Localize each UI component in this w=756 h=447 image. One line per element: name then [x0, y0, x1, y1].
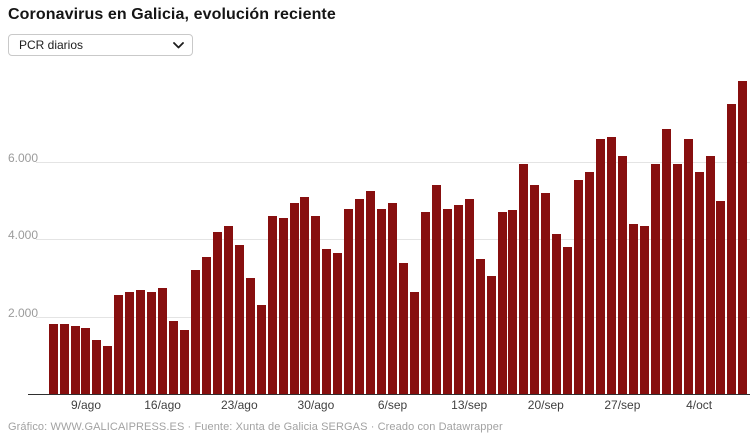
bar-23/ago[interactable]: [234, 245, 244, 394]
bar-26/ago[interactable]: [267, 216, 277, 394]
bar-17/sep[interactable]: [508, 210, 518, 394]
bar-11/sep[interactable]: [442, 208, 452, 394]
bar-17/ago[interactable]: [169, 320, 179, 394]
bar-14/sep[interactable]: [475, 258, 485, 394]
bar-6/sep[interactable]: [388, 202, 398, 394]
metric-select[interactable]: PCR diarios: [8, 34, 193, 56]
bar-5/sep[interactable]: [377, 208, 387, 394]
x-axis-tick-label: 27/sep: [604, 398, 641, 412]
bar-24/sep[interactable]: [585, 171, 595, 394]
bar-28/ago[interactable]: [289, 202, 299, 394]
bar-6/ago[interactable]: [48, 324, 58, 394]
bar-11/ago[interactable]: [103, 345, 113, 394]
x-axis-tick-label: 16/ago: [144, 398, 181, 412]
bar-1/sep[interactable]: [333, 252, 343, 394]
bar-19/ago[interactable]: [190, 270, 200, 394]
chevron-down-icon: [173, 41, 184, 49]
bar-3/oct[interactable]: [683, 138, 693, 394]
bar-22/ago[interactable]: [223, 225, 233, 394]
bar-30/sep[interactable]: [650, 164, 660, 394]
bar-3/sep[interactable]: [355, 198, 365, 394]
bar-13/sep[interactable]: [464, 198, 474, 394]
bar-10/ago[interactable]: [92, 339, 102, 394]
bar-12/ago[interactable]: [114, 295, 124, 394]
bar-18/sep[interactable]: [519, 164, 529, 394]
bar-23/sep[interactable]: [574, 179, 584, 394]
x-axis-tick-label: 20/sep: [527, 398, 564, 412]
bar-20/ago[interactable]: [201, 256, 211, 394]
bar-16/ago[interactable]: [158, 287, 168, 394]
bar-22/sep[interactable]: [563, 247, 573, 394]
bar-8/oct[interactable]: [738, 80, 748, 394]
bar-8/sep[interactable]: [409, 291, 419, 394]
bar-27/sep[interactable]: [617, 156, 627, 394]
y-gridline: [36, 162, 750, 164]
chart-credit: Gráfico: WWW.GALICAIPRESS.ES · Fuente: X…: [8, 421, 503, 433]
x-axis-tick-label: 6/sep: [377, 398, 408, 412]
bar-27/ago[interactable]: [278, 218, 288, 394]
bar-30/ago[interactable]: [311, 216, 321, 394]
bar-29/ago[interactable]: [300, 196, 310, 394]
metric-select-value: PCR diarios: [19, 38, 84, 52]
bar-24/ago[interactable]: [245, 278, 255, 394]
bar-14/ago[interactable]: [136, 289, 146, 394]
bar-28/sep[interactable]: [628, 223, 638, 394]
bar-1/oct[interactable]: [661, 129, 671, 394]
x-axis-line: [28, 394, 750, 395]
bar-7/ago[interactable]: [59, 324, 69, 394]
bar-12/sep[interactable]: [453, 204, 463, 394]
bar-6/oct[interactable]: [716, 200, 726, 394]
bar-2/oct[interactable]: [672, 164, 682, 394]
bar-19/sep[interactable]: [530, 185, 540, 394]
x-axis-tick-label: 13/sep: [451, 398, 488, 412]
bar-9/ago[interactable]: [81, 328, 91, 394]
bar-2/sep[interactable]: [344, 208, 354, 394]
bar-20/sep[interactable]: [541, 193, 551, 394]
bar-15/ago[interactable]: [147, 291, 157, 394]
page-title: Coronavirus en Galicia, evolución recien…: [8, 6, 336, 23]
x-axis-tick-label: 23/ago: [220, 398, 258, 412]
bar-16/sep[interactable]: [497, 212, 507, 394]
bar-26/sep[interactable]: [606, 137, 616, 394]
x-axis-tick-label: 9/ago: [70, 398, 102, 412]
bar-18/ago[interactable]: [180, 330, 190, 394]
bar-21/ago[interactable]: [212, 231, 222, 394]
bar-13/ago[interactable]: [125, 291, 135, 394]
bar-10/sep[interactable]: [431, 185, 441, 394]
bar-5/oct[interactable]: [705, 156, 715, 394]
bar-15/sep[interactable]: [486, 276, 496, 394]
bar-7/oct[interactable]: [727, 104, 737, 394]
bar-7/sep[interactable]: [398, 262, 408, 394]
y-axis-tick-label: 2.000: [8, 305, 39, 320]
x-axis-tick-label: 30/ago: [297, 398, 335, 412]
bar-21/sep[interactable]: [552, 233, 562, 394]
bar-4/oct[interactable]: [694, 171, 704, 394]
bar-4/sep[interactable]: [366, 191, 376, 394]
bar-31/ago[interactable]: [322, 249, 332, 394]
bar-25/ago[interactable]: [256, 305, 266, 394]
bar-9/sep[interactable]: [420, 212, 430, 394]
bar-29/sep[interactable]: [639, 225, 649, 394]
y-axis-tick-label: 4.000: [8, 228, 39, 243]
y-axis-tick-label: 6.000: [8, 151, 39, 166]
x-axis-tick-label: 4/oct: [686, 398, 713, 412]
bar-25/sep[interactable]: [596, 138, 606, 394]
bar-8/ago[interactable]: [70, 326, 80, 394]
